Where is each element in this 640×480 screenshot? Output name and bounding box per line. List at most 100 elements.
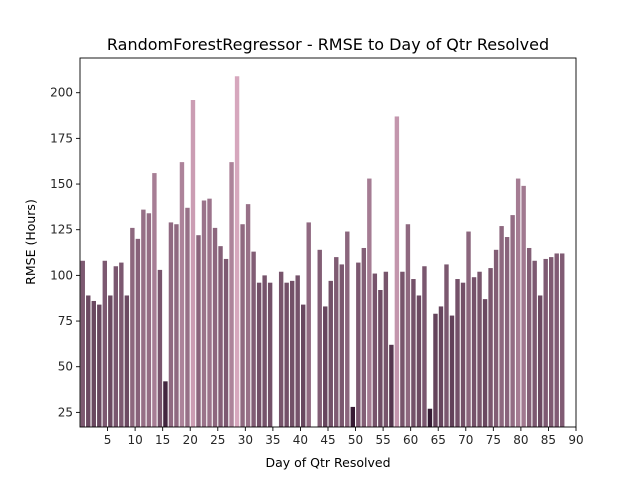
bar-day-13 [152,173,157,427]
bar-day-79 [515,178,521,427]
bar-day-59 [405,224,411,427]
chart-title: RandomForestRegressor - RMSE to Day of Q… [107,35,549,54]
bar-day-15 [163,381,168,427]
bar-day-56 [389,344,394,427]
bar-day-21 [196,235,201,427]
bar-day-52 [367,178,372,427]
bar-day-40 [301,304,306,427]
bar-day-4 [102,260,108,427]
bar-day-17 [174,224,179,427]
x-tick-label: 80 [513,433,528,447]
bar-day-30 [245,204,251,427]
bar-day-18 [179,162,185,427]
bar-day-81 [526,247,532,427]
bar-day-22 [201,200,207,427]
bars-group [80,76,565,428]
x-tick-label: 70 [458,433,473,447]
y-tick-label: 100 [50,268,73,282]
bar-day-12 [146,213,152,427]
bar-day-80 [521,185,526,427]
y-tick-label: 50 [58,360,73,374]
bar-day-65 [438,306,444,427]
bar-day-50 [356,262,361,427]
bar-day-11 [141,209,146,427]
bar-day-60 [411,279,416,427]
bar-day-87 [560,253,565,427]
y-tick-label: 150 [50,177,73,191]
bar-day-9 [130,227,135,427]
bar-day-49 [350,406,356,427]
bar-day-72 [477,271,482,427]
bar-day-61 [416,295,422,427]
x-tick-label: 85 [541,433,556,447]
bar-day-24 [212,227,218,427]
bar-day-73 [482,299,488,427]
bar-day-26 [223,258,229,427]
y-tick-label: 25 [58,405,73,419]
bar-day-62 [422,266,427,427]
x-tick-label: 30 [238,433,253,447]
x-tick-label: 25 [210,433,225,447]
bar-day-29 [240,224,245,427]
bar-day-25 [218,246,223,427]
bar-day-6 [113,266,119,427]
bar-day-37 [284,282,289,427]
bar-day-63 [427,408,433,427]
x-tick-label: 10 [127,433,142,447]
bar-day-43 [317,249,322,427]
bar-day-16 [168,222,174,427]
bar-day-1 [86,295,91,427]
y-axis-title: RMSE (Hours) [23,199,38,285]
bar-day-47 [339,264,344,427]
x-tick-label: 65 [431,433,446,447]
bar-day-83 [537,295,543,427]
x-tick-label: 40 [293,433,308,447]
bar-day-57 [394,116,400,428]
bar-day-23 [207,198,212,427]
bar-day-86 [554,253,559,427]
x-tick-label: 55 [375,433,390,447]
y-tick-label: 200 [50,86,73,100]
bar-day-0 [80,260,85,427]
bar-day-20 [190,100,196,427]
x-axis-title: Day of Qtr Resolved [266,455,391,470]
bar-day-39 [295,275,300,427]
x-tick-label: 20 [183,433,198,447]
bar-day-54 [378,290,383,427]
bar-day-77 [504,237,510,427]
x-tick-label: 15 [155,433,170,447]
bar-day-51 [361,247,367,427]
bar-day-34 [267,282,273,427]
bar-day-38 [289,280,295,427]
y-tick-label: 175 [50,131,73,145]
x-tick-label: 35 [265,433,280,447]
y-tick-label: 125 [50,223,73,237]
bar-day-70 [466,231,471,427]
x-tick-label: 45 [320,433,335,447]
bar-day-48 [345,231,350,427]
bar-day-8 [124,295,130,427]
x-axis-ticks: 5 10 15 20 25 30 35 40 45 50 55 60 65 70 75 80 85 90 [104,427,584,447]
x-tick-label: 5 [104,433,112,447]
bar-day-3 [97,304,102,427]
bar-day-33 [262,275,267,427]
bar-day-71 [471,277,477,427]
bar-day-74 [488,268,493,427]
bar-day-2 [91,300,96,427]
bar-day-36 [278,271,284,427]
bar-day-69 [460,282,466,427]
x-tick-label: 60 [403,433,418,447]
bar-day-27 [229,162,234,427]
y-axis-ticks: 25 50 75 100 125 150 175 200 [50,86,80,419]
bar-day-58 [400,271,405,427]
bar-day-14 [157,269,163,427]
bar-day-64 [433,313,438,427]
x-tick-label: 90 [568,433,583,447]
bar-day-84 [543,258,548,427]
bar-day-32 [256,282,262,427]
x-tick-label: 50 [348,433,363,447]
bar-day-31 [251,251,256,427]
bar-day-78 [510,215,515,427]
bar-day-28 [234,76,240,428]
